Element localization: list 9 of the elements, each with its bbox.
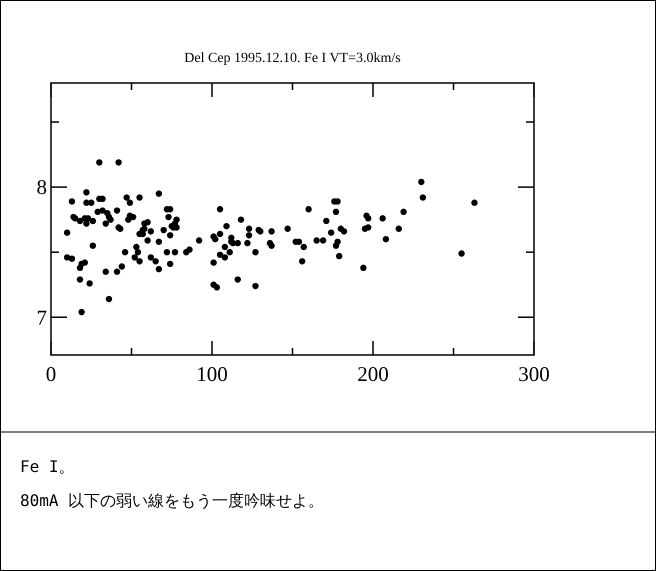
y-tick-label: 7 [36, 305, 47, 330]
x-tick-label: 0 [46, 362, 56, 386]
text: 80mA 以下の弱い線をもう一度吟味せよ。 [20, 491, 324, 510]
x-tick-label: 300 [518, 362, 550, 386]
y-tick-label: 8 [36, 175, 47, 200]
x-tick-label: 100 [196, 362, 228, 386]
x-tick-label: 200 [357, 362, 389, 386]
chart-title: Del Cep 1995.12.10. Fe I VT=3.0km/s [184, 51, 401, 66]
text: Fe I。 [20, 457, 75, 476]
